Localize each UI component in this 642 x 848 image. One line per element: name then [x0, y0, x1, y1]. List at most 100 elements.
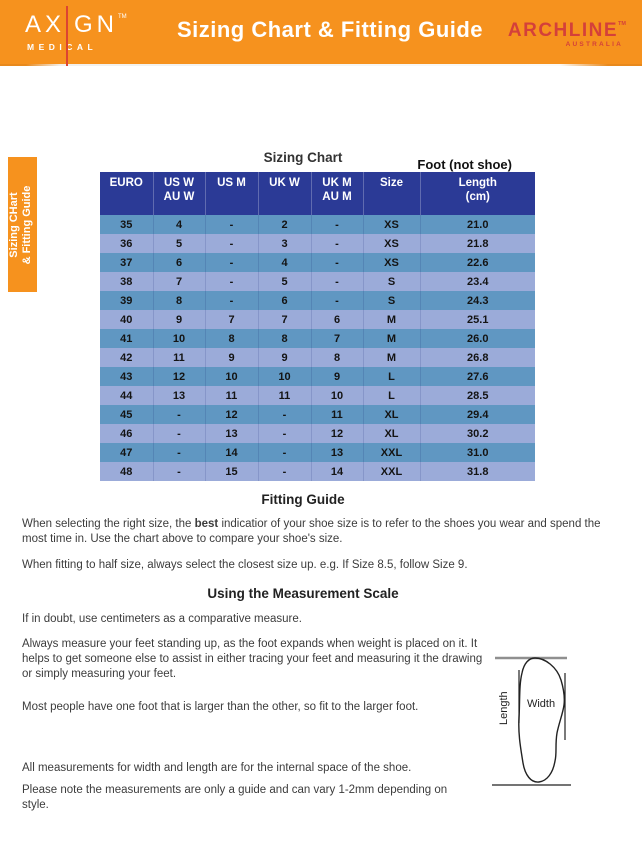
- table-cell: 10: [204, 367, 258, 386]
- table-row: 35 4-2- XS 21.0: [100, 215, 535, 234]
- archline-australia-label: AUSTRALIA: [565, 41, 623, 48]
- table-cell: 25.1: [419, 310, 535, 329]
- axign-logo: AX GNTM MEDICAL: [25, 11, 127, 52]
- table-cell: M: [362, 310, 420, 329]
- table-cell: 6: [152, 253, 205, 272]
- table-cell: 44: [100, 386, 153, 405]
- archline-wordmark: ARCHLINETM: [508, 20, 626, 42]
- foot-not-shoe-label: Foot (not shoe): [417, 157, 512, 172]
- table-cell: 36: [100, 234, 153, 253]
- table-cell: 5: [152, 234, 205, 253]
- column-header: Length (cm): [419, 172, 535, 215]
- table-cell: 24.3: [419, 291, 535, 310]
- table-cell: 26.8: [419, 348, 535, 367]
- header-banner: AX GNTM MEDICAL Sizing Chart & Fitting Gu…: [0, 0, 642, 66]
- fitting-guide-p1-before: When selecting the right size, the: [22, 518, 195, 530]
- table-cell: -: [257, 424, 311, 443]
- table-cell: 12: [152, 367, 205, 386]
- archline-logo: ARCHLINETM AUSTRALIA: [508, 20, 626, 48]
- fitting-guide-paragraph-2: When fitting to half size, always select…: [22, 559, 468, 571]
- table-cell: 39: [100, 291, 153, 310]
- side-tab-line2: & Fitting Guide: [20, 185, 33, 264]
- column-header: Size: [362, 172, 420, 215]
- table-cell: 30.2: [419, 424, 535, 443]
- table-cell: 48: [100, 462, 153, 481]
- table-cell: XS: [362, 215, 420, 234]
- table-cell: 9: [204, 348, 258, 367]
- table-cell: 38: [100, 272, 153, 291]
- table-cell: XS: [362, 253, 420, 272]
- table-cell: -: [152, 443, 205, 462]
- table-cell: M: [362, 348, 420, 367]
- table-row: 41 10 8 8 7 M 26.0: [100, 329, 535, 348]
- table-cell: -: [310, 253, 363, 272]
- measurement-paragraph-5: Please note the measurements are only a …: [22, 784, 448, 811]
- measurement-scale-title: Using the Measurement Scale: [207, 586, 399, 601]
- table-row: 45-12-11 XL 29.4: [100, 405, 535, 424]
- table-row: 43 12 10 10 9 L 27.6: [100, 367, 535, 386]
- sizing-table: EURO US W AU W US M UK W UK M AU M Size Length (c…: [100, 172, 535, 481]
- side-tab: Sizing CHart & Fitting Guide: [8, 157, 37, 292]
- table-cell: -: [310, 272, 363, 291]
- fitting-guide-title: Fitting Guide: [261, 492, 345, 507]
- table-cell: 43: [100, 367, 153, 386]
- archline-trademark: TM: [618, 21, 626, 27]
- table-cell: -: [204, 272, 258, 291]
- foot-outline: [518, 657, 566, 783]
- table-cell: -: [152, 405, 205, 424]
- table-cell: L: [362, 367, 420, 386]
- table-cell: -: [257, 462, 311, 481]
- table-cell: 11: [204, 386, 258, 405]
- table-cell: 4: [152, 215, 205, 234]
- table-cell: 11: [310, 405, 363, 424]
- table-cell: S: [362, 272, 420, 291]
- table-cell: 7: [152, 272, 205, 291]
- table-cell: 8: [257, 329, 311, 348]
- table-cell: 15: [204, 462, 258, 481]
- side-tab-line1: Sizing CHart: [7, 191, 20, 258]
- table-cell: 45: [100, 405, 153, 424]
- table-cell: 11: [257, 386, 311, 405]
- banner-divider-rule: [0, 64, 642, 66]
- table-cell: -: [152, 424, 205, 443]
- table-cell: 13: [310, 443, 363, 462]
- table-cell: -: [310, 291, 363, 310]
- archline-text: ARCHLINE: [507, 20, 619, 41]
- axign-medical-label: MEDICAL: [27, 42, 98, 52]
- length-label: Length: [498, 691, 510, 725]
- table-cell: 21.0: [419, 215, 535, 234]
- table-row: 40 9 7 7 6 M 25.1: [100, 310, 535, 329]
- table-row: 48-15-14 XXL 31.8: [100, 462, 535, 481]
- foot-diagram: Width Length: [492, 656, 571, 786]
- table-cell: 13: [204, 424, 258, 443]
- table-cell: 12: [310, 424, 363, 443]
- table-cell: 7: [204, 310, 258, 329]
- table-cell: 27.6: [419, 367, 535, 386]
- table-cell: 9: [310, 367, 363, 386]
- table-cell: 10: [310, 386, 363, 405]
- table-cell: XXL: [362, 462, 420, 481]
- column-header: US M: [204, 172, 258, 215]
- table-cell: -: [204, 234, 258, 253]
- table-cell: 29.4: [419, 405, 535, 424]
- table-row: 36 5-3- XS 21.8: [100, 234, 535, 253]
- table-cell: -: [257, 443, 311, 462]
- table-cell: -: [204, 253, 258, 272]
- table-row: 42 11 9 9 8 M 26.8: [100, 348, 535, 367]
- table-cell: -: [152, 462, 205, 481]
- table-cell: -: [310, 215, 363, 234]
- table-row: 46-13-12 XL 30.2: [100, 424, 535, 443]
- table-row: 37 6-4- XS 22.6: [100, 253, 535, 272]
- table-cell: 21.8: [419, 234, 535, 253]
- sizing-chart-title: Sizing Chart: [263, 150, 343, 165]
- table-cell: 9: [257, 348, 311, 367]
- fitting-guide-paragraph-1: When selecting the right size, the best …: [22, 517, 628, 547]
- table-cell: 14: [204, 443, 258, 462]
- sizing-table-header-row: EURO US W AU W US M UK W UK M AU M Size Length (c…: [100, 172, 535, 215]
- table-cell: -: [204, 291, 258, 310]
- table-row: 39 8-6- S 24.3: [100, 291, 535, 310]
- width-label: Width: [527, 698, 555, 710]
- table-cell: XS: [362, 234, 420, 253]
- table-cell: 28.5: [419, 386, 535, 405]
